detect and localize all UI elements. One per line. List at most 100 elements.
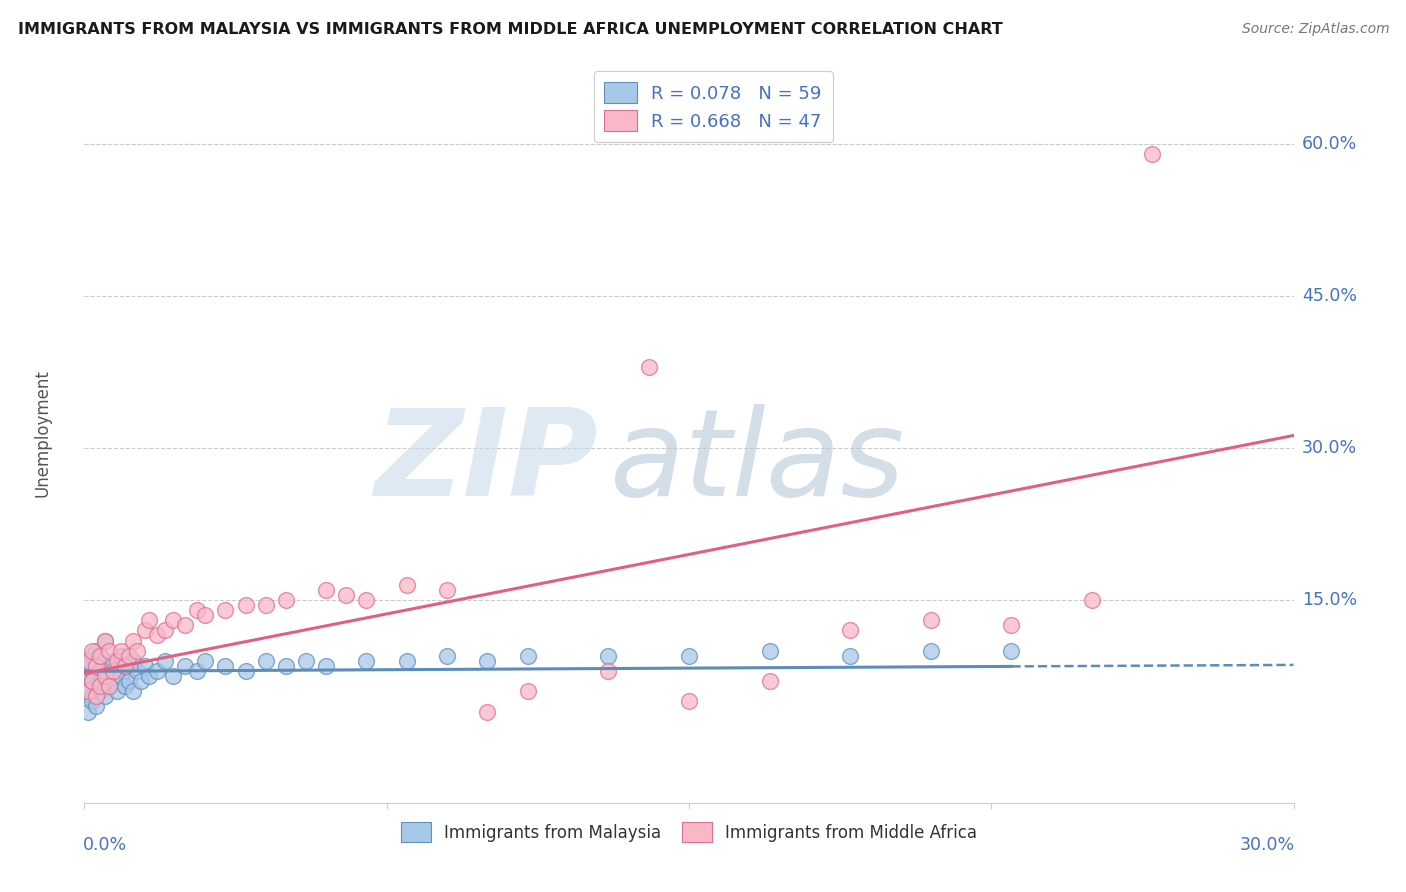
Text: 60.0%: 60.0% (1302, 135, 1357, 153)
Point (110, 648, 132, 663)
Point (121, 633, 143, 648)
Point (97, 659, 120, 673)
Point (101, 674, 124, 689)
Point (86, 699, 108, 714)
Point (1142, 146, 1164, 161)
Legend: Immigrants from Malaysia, Immigrants from Middle Africa: Immigrants from Malaysia, Immigrants fro… (392, 814, 986, 850)
Point (395, 578, 418, 592)
Point (89, 648, 111, 663)
Point (678, 648, 700, 663)
Point (114, 659, 136, 673)
Point (110, 669, 132, 683)
Point (162, 669, 184, 683)
Point (114, 659, 136, 673)
Point (86, 659, 108, 673)
Point (174, 659, 197, 673)
Point (315, 659, 337, 673)
Point (89, 684, 111, 698)
Point (86, 643, 108, 657)
Point (129, 674, 152, 689)
Point (138, 669, 160, 683)
Point (395, 654, 418, 668)
Point (86, 659, 108, 673)
Point (93, 669, 115, 683)
Point (637, 359, 659, 374)
Point (1081, 593, 1104, 607)
Point (93, 690, 115, 704)
Point (1000, 618, 1022, 632)
Text: 30.0%: 30.0% (1240, 836, 1295, 855)
Point (118, 648, 141, 663)
Point (82, 690, 104, 704)
Point (93, 669, 115, 683)
Point (598, 664, 620, 678)
Point (1000, 643, 1022, 657)
Point (86, 679, 108, 693)
Point (101, 654, 124, 668)
Point (118, 674, 141, 689)
Point (101, 664, 124, 678)
Point (77, 669, 100, 683)
Point (194, 608, 217, 623)
Point (335, 588, 357, 602)
Point (274, 659, 297, 673)
Point (138, 613, 160, 627)
Point (82, 674, 104, 689)
Point (235, 598, 257, 612)
Point (839, 648, 862, 663)
Point (82, 674, 104, 689)
Point (97, 679, 120, 693)
Point (121, 654, 143, 668)
Point (89, 679, 111, 693)
Point (105, 664, 128, 678)
Point (214, 603, 236, 617)
Text: Source: ZipAtlas.com: Source: ZipAtlas.com (1241, 22, 1389, 37)
Point (153, 624, 176, 638)
Text: atlas: atlas (610, 404, 905, 521)
Text: ZIP: ZIP (374, 404, 599, 521)
Point (121, 684, 143, 698)
Point (516, 684, 538, 698)
Point (436, 648, 458, 663)
Point (77, 654, 100, 668)
Point (82, 643, 104, 657)
Point (125, 643, 148, 657)
Point (758, 674, 780, 689)
Point (153, 654, 176, 668)
Point (114, 679, 136, 693)
Point (186, 603, 208, 617)
Point (174, 618, 197, 632)
Point (93, 633, 115, 648)
Point (356, 654, 378, 668)
Point (82, 664, 104, 678)
Point (97, 679, 120, 693)
Point (920, 643, 942, 657)
Point (146, 664, 169, 678)
Text: 15.0%: 15.0% (1302, 591, 1357, 609)
Point (477, 654, 499, 668)
Point (134, 624, 156, 638)
Point (356, 593, 378, 607)
Point (235, 664, 257, 678)
Point (254, 598, 277, 612)
Point (162, 613, 184, 627)
Point (82, 648, 104, 663)
Text: IMMIGRANTS FROM MALAYSIA VS IMMIGRANTS FROM MIDDLE AFRICA UNEMPLOYMENT CORRELATI: IMMIGRANTS FROM MALAYSIA VS IMMIGRANTS F… (18, 22, 1002, 37)
Point (77, 684, 100, 698)
Point (77, 654, 100, 668)
Point (920, 613, 942, 627)
Text: 45.0%: 45.0% (1302, 286, 1357, 305)
Text: Unemployment: Unemployment (32, 368, 51, 497)
Point (146, 628, 169, 642)
Point (477, 705, 499, 719)
Point (214, 659, 236, 673)
Point (598, 648, 620, 663)
Point (274, 593, 297, 607)
Point (82, 694, 104, 708)
Point (125, 664, 148, 678)
Text: 30.0%: 30.0% (1302, 439, 1357, 457)
Point (436, 582, 458, 597)
Point (105, 654, 128, 668)
Point (110, 643, 132, 657)
Point (315, 582, 337, 597)
